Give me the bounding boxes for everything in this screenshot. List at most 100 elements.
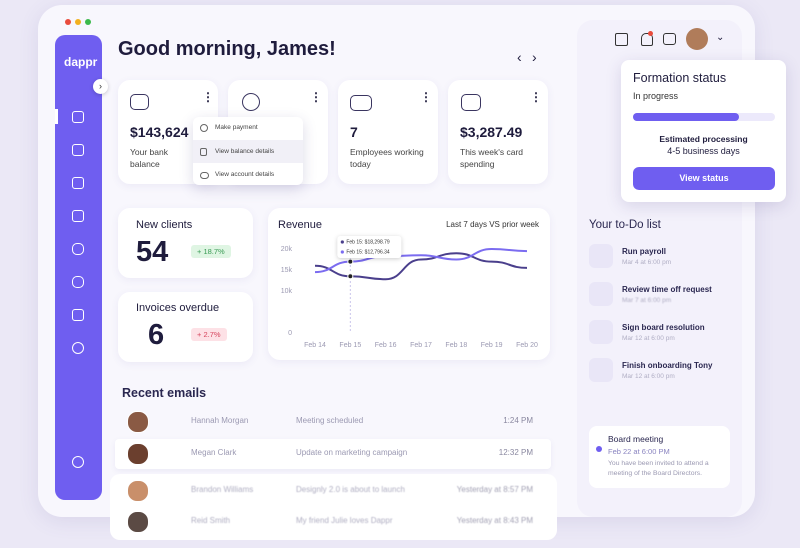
todo-icon bbox=[589, 282, 613, 306]
view-status-button[interactable]: View status bbox=[633, 167, 775, 190]
more-button[interactable]: ⋮ bbox=[202, 90, 214, 104]
email-sender[interactable]: Megan Clark bbox=[191, 448, 237, 457]
email-time: 12:32 PM bbox=[498, 448, 533, 457]
email-avatar[interactable] bbox=[127, 511, 149, 533]
card-icon bbox=[350, 95, 372, 111]
stat-title: New clients bbox=[136, 219, 193, 231]
next-button[interactable]: › bbox=[532, 49, 537, 65]
stat-title: Invoices overdue bbox=[136, 302, 220, 314]
x-tick-label: Feb 19 bbox=[481, 342, 503, 349]
card-icon bbox=[242, 93, 260, 111]
event-card: Board meeting Feb 22 at 6:00 PM You have… bbox=[589, 426, 730, 488]
stat-value: 54 bbox=[136, 236, 169, 268]
card-icon bbox=[461, 94, 481, 111]
todo-title[interactable]: Sign board resolution bbox=[622, 323, 705, 332]
nav-icon[interactable] bbox=[72, 144, 84, 156]
x-tick-label: Feb 15 bbox=[339, 342, 361, 349]
event-time: Feb 22 at 6:00 PM bbox=[608, 447, 670, 456]
email-sender[interactable]: Brandon Williams bbox=[191, 485, 254, 494]
nav-icon[interactable] bbox=[72, 210, 84, 222]
card-icon bbox=[130, 94, 149, 110]
prev-button[interactable]: ‹ bbox=[517, 49, 522, 65]
todo-due: Mar 7 at 6:00 pm bbox=[622, 297, 672, 304]
email-avatar[interactable] bbox=[127, 480, 149, 502]
email-time: Yesterday at 8:57 PM bbox=[456, 485, 533, 494]
formation-popup: Formation status In progress Estimated p… bbox=[621, 60, 786, 202]
x-tick-label: Feb 18 bbox=[445, 342, 467, 349]
menu-highlight bbox=[193, 140, 303, 163]
greeting: Good morning, James! bbox=[118, 38, 336, 60]
chart: Revenue Last 7 days VS prior week 0 10k 15… bbox=[278, 219, 540, 349]
email-subject[interactable]: Update on marketing campaign bbox=[296, 448, 408, 457]
sidebar: dappr bbox=[55, 35, 102, 500]
menu-item[interactable]: View account details bbox=[215, 171, 275, 178]
todo-title[interactable]: Review time off request bbox=[622, 285, 712, 294]
event-description: You have been invited to attend a meetin… bbox=[608, 460, 709, 477]
section-title: Your to-Do list bbox=[589, 219, 661, 231]
email-time: 1:24 PM bbox=[503, 416, 533, 425]
popup-title: Formation status bbox=[633, 71, 727, 85]
stat-change: + 2.7% bbox=[191, 328, 227, 341]
calendar-icon[interactable] bbox=[615, 33, 628, 46]
menu-icon bbox=[200, 172, 209, 179]
more-button[interactable]: ⋮ bbox=[530, 90, 542, 104]
email-subject[interactable]: My friend Julie loves Dappr bbox=[296, 516, 393, 525]
todo-title[interactable]: Finish onboarding Tony bbox=[622, 361, 713, 370]
profile-chevron[interactable]: ⌄ bbox=[716, 32, 725, 43]
menu-icon bbox=[200, 124, 208, 132]
more-button[interactable]: ⋮ bbox=[310, 90, 322, 104]
chat-icon[interactable] bbox=[663, 33, 676, 45]
dropdown-menu: Make payment View balance details View a… bbox=[193, 117, 303, 185]
email-avatar[interactable] bbox=[127, 411, 149, 433]
nav-icon[interactable] bbox=[72, 111, 84, 123]
tooltip-swatch bbox=[340, 250, 344, 254]
window-dot bbox=[65, 19, 71, 25]
nav-icon[interactable] bbox=[72, 243, 84, 255]
menu-item[interactable]: View balance details bbox=[215, 148, 275, 155]
y-tick-label: 20k bbox=[281, 246, 293, 253]
notification-dot bbox=[648, 31, 653, 36]
x-tick-label: Feb 16 bbox=[375, 342, 397, 349]
email-avatar[interactable] bbox=[127, 443, 149, 465]
card-label: This week's card spending bbox=[460, 147, 524, 169]
email-subject[interactable]: Meeting scheduled bbox=[296, 416, 364, 425]
settings-icon[interactable] bbox=[72, 456, 84, 468]
chart-title: Revenue bbox=[278, 219, 322, 231]
card-value: $143,624 bbox=[130, 124, 189, 140]
estimate-label: Estimated processing bbox=[659, 134, 748, 144]
collapse-button[interactable]: › bbox=[93, 79, 108, 94]
bell-icon[interactable] bbox=[641, 33, 653, 46]
logo: dappr bbox=[64, 55, 98, 69]
hover-point bbox=[347, 273, 354, 280]
status: In progress bbox=[633, 91, 679, 101]
email-sender[interactable]: Reid Smith bbox=[191, 516, 231, 525]
todo-icon bbox=[589, 358, 613, 382]
email-subject[interactable]: Designly 2.0 is about to launch bbox=[296, 485, 405, 494]
event-dot bbox=[596, 446, 602, 452]
stat-change: + 18.7% bbox=[191, 245, 231, 258]
email-footer-card bbox=[110, 474, 557, 540]
card-label: Employees working today bbox=[350, 147, 424, 169]
email-sender[interactable]: Hannah Morgan bbox=[191, 416, 249, 425]
stat-card: New clients 54 + 18.7% bbox=[118, 208, 253, 278]
event-title: Board meeting bbox=[608, 434, 664, 444]
annotation: Feb 15: $12,796.34 bbox=[346, 249, 390, 255]
nav-icon[interactable] bbox=[72, 177, 84, 189]
card: ⋮ 7 Employees working today bbox=[338, 80, 438, 184]
todo-title[interactable]: Run payroll bbox=[622, 247, 667, 256]
tooltip bbox=[337, 236, 402, 258]
more-button[interactable]: ⋮ bbox=[420, 90, 432, 104]
window-dot bbox=[75, 19, 81, 25]
nav-icon[interactable] bbox=[72, 309, 84, 321]
card-value: $3,287.49 bbox=[460, 124, 523, 140]
x-tick-label: Feb 20 bbox=[516, 342, 538, 349]
tooltip-swatch bbox=[340, 240, 344, 244]
avatar[interactable] bbox=[686, 28, 708, 50]
section-title: Recent emails bbox=[122, 386, 207, 400]
nav-icon[interactable] bbox=[72, 276, 84, 288]
annotation: Feb 15: $18,298.79 bbox=[346, 239, 390, 245]
nav-icon[interactable] bbox=[72, 342, 84, 354]
row-highlight bbox=[115, 439, 551, 469]
hover-point bbox=[347, 258, 354, 265]
menu-item[interactable]: Make payment bbox=[215, 124, 258, 131]
